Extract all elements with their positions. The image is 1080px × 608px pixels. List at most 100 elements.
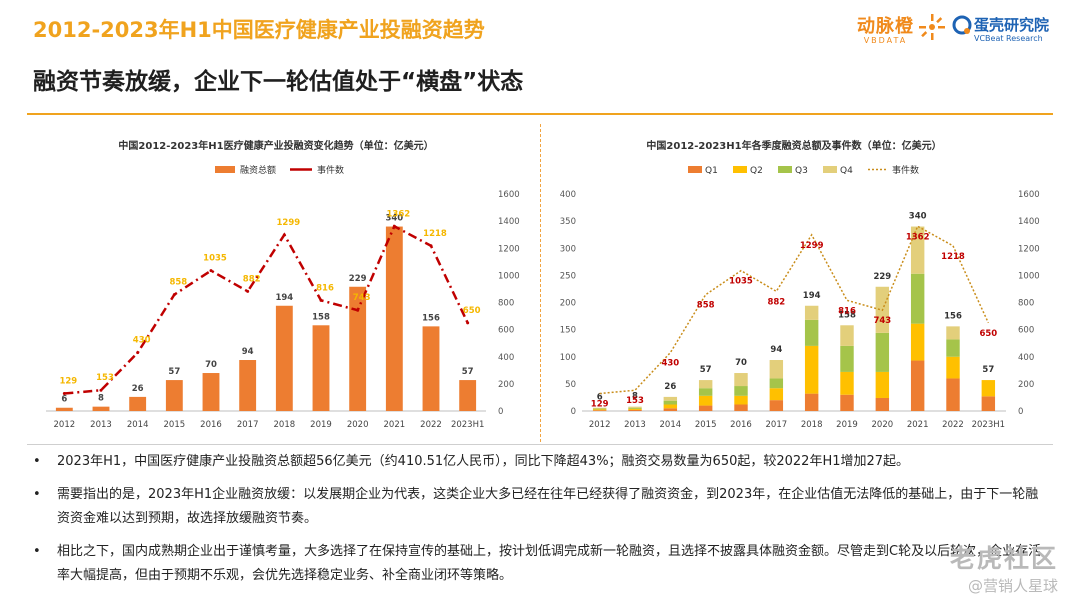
bar-segment-q4 — [840, 325, 854, 346]
events-value-label: 129 — [59, 377, 77, 387]
x-tick-label: 2023H1 — [451, 420, 484, 430]
events-point — [99, 388, 103, 392]
chart1-title: 中国2012-2023年H1医疗健康产业投融资变化趋势（单位：亿美元） — [118, 139, 433, 152]
y-tick-label: 200 — [560, 299, 576, 309]
title-divider — [27, 113, 1053, 115]
y2-tick-label: 1000 — [1018, 271, 1040, 281]
bullet-text: 需要指出的是，2023年H1企业融资放缓：以发展期企业为代表，这类企业大多已经在… — [57, 487, 1039, 526]
bar-value-label: 156 — [422, 313, 440, 323]
legend-swatch-q3 — [778, 166, 792, 173]
watermark-line1: 老虎社区 — [949, 544, 1058, 573]
watermark-line2: @营销人星球 — [967, 577, 1058, 595]
bar-segment-q4 — [946, 326, 960, 340]
vbdata-burst-icon — [919, 14, 945, 40]
bar-segment-q1 — [981, 396, 996, 411]
y2-tick-label: 200 — [1018, 380, 1034, 390]
bar-segment-q3 — [734, 386, 748, 396]
bar-segment-q1 — [840, 394, 854, 411]
events-point — [246, 289, 250, 293]
x-tick-label: 2013 — [624, 420, 646, 430]
events-point — [172, 293, 176, 297]
y2-tick-label: 1200 — [1018, 244, 1040, 254]
events-value-label: 650 — [979, 329, 997, 339]
x-tick-label: 2015 — [164, 420, 186, 430]
bar-segment-q2 — [946, 356, 960, 379]
bar-segment-q2 — [663, 404, 678, 409]
x-tick-label: 2015 — [695, 420, 717, 430]
events-value-label: 1299 — [276, 218, 300, 228]
section-divider — [27, 444, 1053, 445]
bar-segment-q3 — [946, 339, 960, 357]
y2-tick-label: 400 — [498, 353, 514, 363]
bar-segment-q1 — [734, 404, 748, 411]
events-value-label: 743 — [353, 293, 371, 303]
y2-tick-label: 0 — [1018, 407, 1023, 417]
events-value-label: 882 — [243, 274, 261, 284]
legend-swatch-q1 — [688, 166, 702, 173]
y2-tick-label: 800 — [498, 299, 514, 309]
bar-total-label: 340 — [909, 212, 927, 222]
y-tick-label: 0 — [571, 407, 576, 417]
y2-tick-label: 400 — [1018, 353, 1034, 363]
bullet-marker: • — [33, 454, 41, 469]
events-value-label: 430 — [133, 336, 151, 346]
chart2-title: 中国2012-2023H1年各季度融资总额及事件数（单位：亿美元） — [646, 139, 941, 152]
bar-segment-q3 — [769, 378, 784, 389]
y2-tick-label: 1600 — [1018, 190, 1040, 200]
bar-total-label: 194 — [803, 291, 821, 301]
events-line — [599, 225, 990, 395]
bar-total-label: 57 — [982, 365, 994, 375]
bar-total — [422, 326, 440, 411]
bar-segment-q4 — [698, 380, 713, 389]
bar-segment-q1 — [769, 400, 784, 411]
x-tick-label: 2019 — [836, 420, 858, 430]
legend-label-q4: Q4 — [840, 166, 853, 176]
bar-total — [202, 373, 220, 411]
x-tick-label: 2023H1 — [972, 420, 1005, 430]
bar-segment-q3 — [663, 400, 678, 405]
bar-total-label: 26 — [664, 382, 676, 392]
events-value-label: 1035 — [203, 254, 227, 264]
y-tick-label: 150 — [560, 326, 576, 336]
bar-total — [385, 226, 403, 411]
vcbeat-logo: 蛋壳研究院 VCBeat Research — [952, 14, 1049, 43]
bar-value-label: 229 — [349, 274, 367, 284]
y-tick-label: 100 — [560, 353, 576, 363]
bar-total — [349, 286, 367, 411]
bar-total-label: 156 — [944, 311, 962, 321]
bar-total-label: 70 — [735, 358, 747, 368]
x-tick-label: 2019 — [310, 420, 332, 430]
y2-tick-label: 200 — [498, 380, 514, 390]
y2-tick-label: 1400 — [1018, 217, 1040, 227]
x-tick-label: 2021 — [907, 420, 929, 430]
bar-value-label: 6 — [61, 395, 67, 405]
y-tick-label: 250 — [560, 271, 576, 281]
events-point — [429, 244, 433, 248]
y2-tick-label: 800 — [1018, 299, 1034, 309]
y-tick-label: 50 — [565, 380, 576, 390]
bar-value-label: 70 — [205, 360, 217, 370]
bar-segment-q3 — [628, 407, 642, 409]
events-value-label: 882 — [767, 297, 785, 307]
bar-segment-q3 — [804, 319, 819, 346]
bar-total-label: 57 — [700, 365, 712, 375]
x-tick-label: 2020 — [347, 420, 369, 430]
x-tick-label: 2017 — [237, 420, 259, 430]
events-value-label: 858 — [697, 301, 715, 311]
bar-value-label: 340 — [385, 214, 403, 224]
bar-segment-q2 — [804, 345, 819, 394]
y-tick-label: 400 — [560, 190, 576, 200]
watermark: 老虎社区 @营销人星球 — [950, 539, 1058, 596]
bar-value-label: 26 — [132, 384, 144, 394]
events-value-label: 129 — [591, 400, 609, 410]
events-point — [62, 392, 66, 396]
bar-segment-q1 — [628, 409, 642, 411]
legend-label-q3: Q3 — [795, 166, 808, 176]
vbdata-logo-cn: 动脉橙 — [857, 16, 914, 37]
bar-total — [92, 406, 110, 411]
events-point — [282, 233, 286, 237]
bar-segment-q2 — [769, 388, 784, 401]
bullet-text: 2023年H1，中国医疗健康产业投融资总额超56亿美元（约410.51亿人民币）… — [57, 454, 910, 469]
bullet-item: • 需要指出的是，2023年H1企业融资放缓：以发展期企业为代表，这类企业大多已… — [33, 483, 1048, 531]
bar-total — [275, 305, 293, 411]
